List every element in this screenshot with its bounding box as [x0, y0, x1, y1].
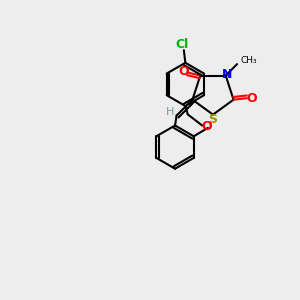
- Text: S: S: [208, 112, 217, 126]
- Text: Cl: Cl: [176, 38, 189, 51]
- Text: N: N: [222, 68, 232, 80]
- Text: O: O: [178, 64, 188, 77]
- Text: H: H: [166, 107, 174, 117]
- Text: CH₃: CH₃: [240, 56, 257, 65]
- Text: O: O: [201, 120, 212, 133]
- Text: O: O: [246, 92, 257, 105]
